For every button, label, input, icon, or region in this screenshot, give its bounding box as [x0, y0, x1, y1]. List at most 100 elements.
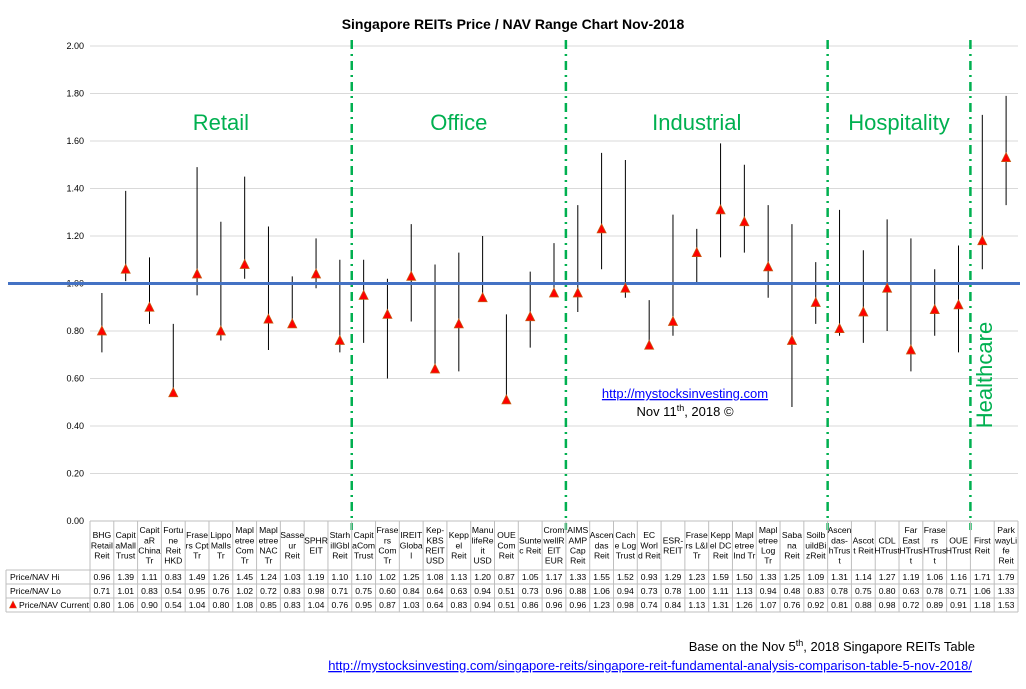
website-link[interactable]: http://mystocksinvesting.com: [602, 386, 768, 401]
table-cell: 0.94: [617, 586, 634, 596]
table-cell: 1.33: [569, 572, 586, 582]
category-label: Tr: [384, 556, 392, 566]
table-cell: 1.31: [831, 572, 848, 582]
table-cell: 0.80: [213, 600, 230, 610]
footer-link[interactable]: http://mystocksinvesting.com/singapore-r…: [328, 658, 972, 673]
table-cell: 0.63: [450, 586, 467, 596]
category-label: Log: [761, 546, 776, 556]
sector-label-healthcare: Healthcare: [972, 322, 997, 428]
category-label: lifeRe: [472, 535, 494, 545]
row-label: Price/NAV Lo: [10, 586, 61, 596]
category-label: Kepp: [711, 530, 731, 540]
table-cell: 1.11: [713, 586, 729, 596]
category-label: AMP: [568, 535, 587, 545]
current-marker: [358, 289, 369, 300]
category-label: Ind Tr: [733, 551, 755, 561]
table-cell: 1.27: [879, 572, 896, 582]
sector-labels: Retail Office Industrial Hospitality Healthc…: [193, 110, 997, 428]
category-label: it: [480, 546, 485, 556]
current-marker: [834, 322, 845, 334]
y-tick-label: 0.80: [66, 326, 84, 336]
category-label: Kep-: [426, 525, 444, 535]
category-label: EC: [643, 530, 655, 540]
table-cell: 0.76: [784, 600, 801, 610]
current-marker: [572, 287, 583, 298]
table-cell: 0.85: [260, 600, 277, 610]
category-label: Tr: [265, 556, 273, 566]
table-cell: 0.54: [165, 600, 182, 610]
table-cell: 0.98: [879, 600, 896, 610]
table-cell: 0.95: [189, 586, 206, 596]
table-cell: 1.33: [998, 586, 1015, 596]
category-label: hTrus: [829, 546, 851, 556]
table-cell: 0.71: [331, 586, 348, 596]
y-tick-label: 1.80: [66, 89, 84, 99]
table-cell: 1.07: [760, 600, 777, 610]
category-label: wayLi: [994, 535, 1017, 545]
category-label: Park: [997, 525, 1015, 535]
category-label: Reit: [332, 551, 348, 561]
current-marker: [310, 268, 322, 279]
category-label: Reit: [975, 546, 991, 556]
category-label: Ascot: [853, 535, 875, 545]
current-marker: [858, 306, 869, 317]
table-cell: 0.94: [474, 586, 491, 596]
table-cell: 0.96: [94, 572, 111, 582]
category-label: Saba: [782, 530, 802, 540]
table-cell: 1.14: [855, 572, 872, 582]
table-cell: 1.11: [141, 572, 157, 582]
category-label: First: [974, 535, 991, 545]
table-cell: 1.08: [427, 572, 444, 582]
table-cell: 0.78: [831, 586, 848, 596]
table-cell: 1.71: [974, 572, 991, 582]
current-marker: [644, 339, 655, 350]
category-label: fe: [1003, 546, 1010, 556]
table-cell: 1.13: [688, 600, 705, 610]
category-label: t: [910, 556, 913, 566]
y-tick-label: 0.60: [66, 374, 84, 384]
row-label: Price/NAV Hi: [10, 572, 60, 582]
category-label: Starh: [330, 530, 351, 540]
table-cell: 0.71: [950, 586, 967, 596]
table-cell: 0.83: [284, 586, 301, 596]
table-cell: 0.87: [379, 600, 396, 610]
table-cell: 0.76: [331, 600, 348, 610]
table-cell: 0.95: [355, 600, 372, 610]
category-label: etree: [758, 535, 778, 545]
category-label: Reit: [451, 551, 467, 561]
current-marker: [548, 287, 560, 298]
table-cell: 1.24: [260, 572, 277, 582]
legend-marker: [9, 600, 17, 609]
category-label: das: [595, 540, 609, 550]
sector-label-office: Office: [430, 110, 487, 135]
table-cell: 1.08: [236, 600, 253, 610]
category-label: Trust: [616, 551, 636, 561]
table-cell: 0.93: [641, 572, 658, 582]
sector-label-hospitality: Hospitality: [848, 110, 949, 135]
category-label: Frase: [186, 530, 208, 540]
category-label: HTrus: [923, 546, 946, 556]
category-label: Reit: [784, 551, 800, 561]
current-marker: [1000, 151, 1012, 163]
table-cell: 0.74: [641, 600, 658, 610]
table-cell: 0.83: [450, 600, 467, 610]
category-label: REIT: [425, 546, 445, 556]
y-tick-label: 1.20: [66, 231, 84, 241]
chart-title: Singapore REITs Price / NAV Range Chart …: [342, 16, 685, 32]
table-cell: 1.79: [998, 572, 1015, 582]
table-cell: 1.45: [236, 572, 253, 582]
category-label: OUE: [949, 535, 968, 545]
table-cell: 0.51: [498, 600, 515, 610]
category-label: Capit: [354, 530, 375, 540]
table-cell: 0.72: [903, 600, 920, 610]
category-label: d Reit: [638, 551, 661, 561]
table-cell: 1.01: [117, 586, 134, 596]
current-marker: [287, 317, 298, 329]
category-label: Crom: [543, 525, 564, 535]
table-cell: 0.90: [141, 600, 158, 610]
table-cell: 0.72: [260, 586, 277, 596]
category-label: Tr: [764, 556, 772, 566]
table-cell: 1.18: [974, 600, 991, 610]
category-label: NAC: [259, 546, 277, 556]
table-cell: 1.10: [331, 572, 348, 582]
